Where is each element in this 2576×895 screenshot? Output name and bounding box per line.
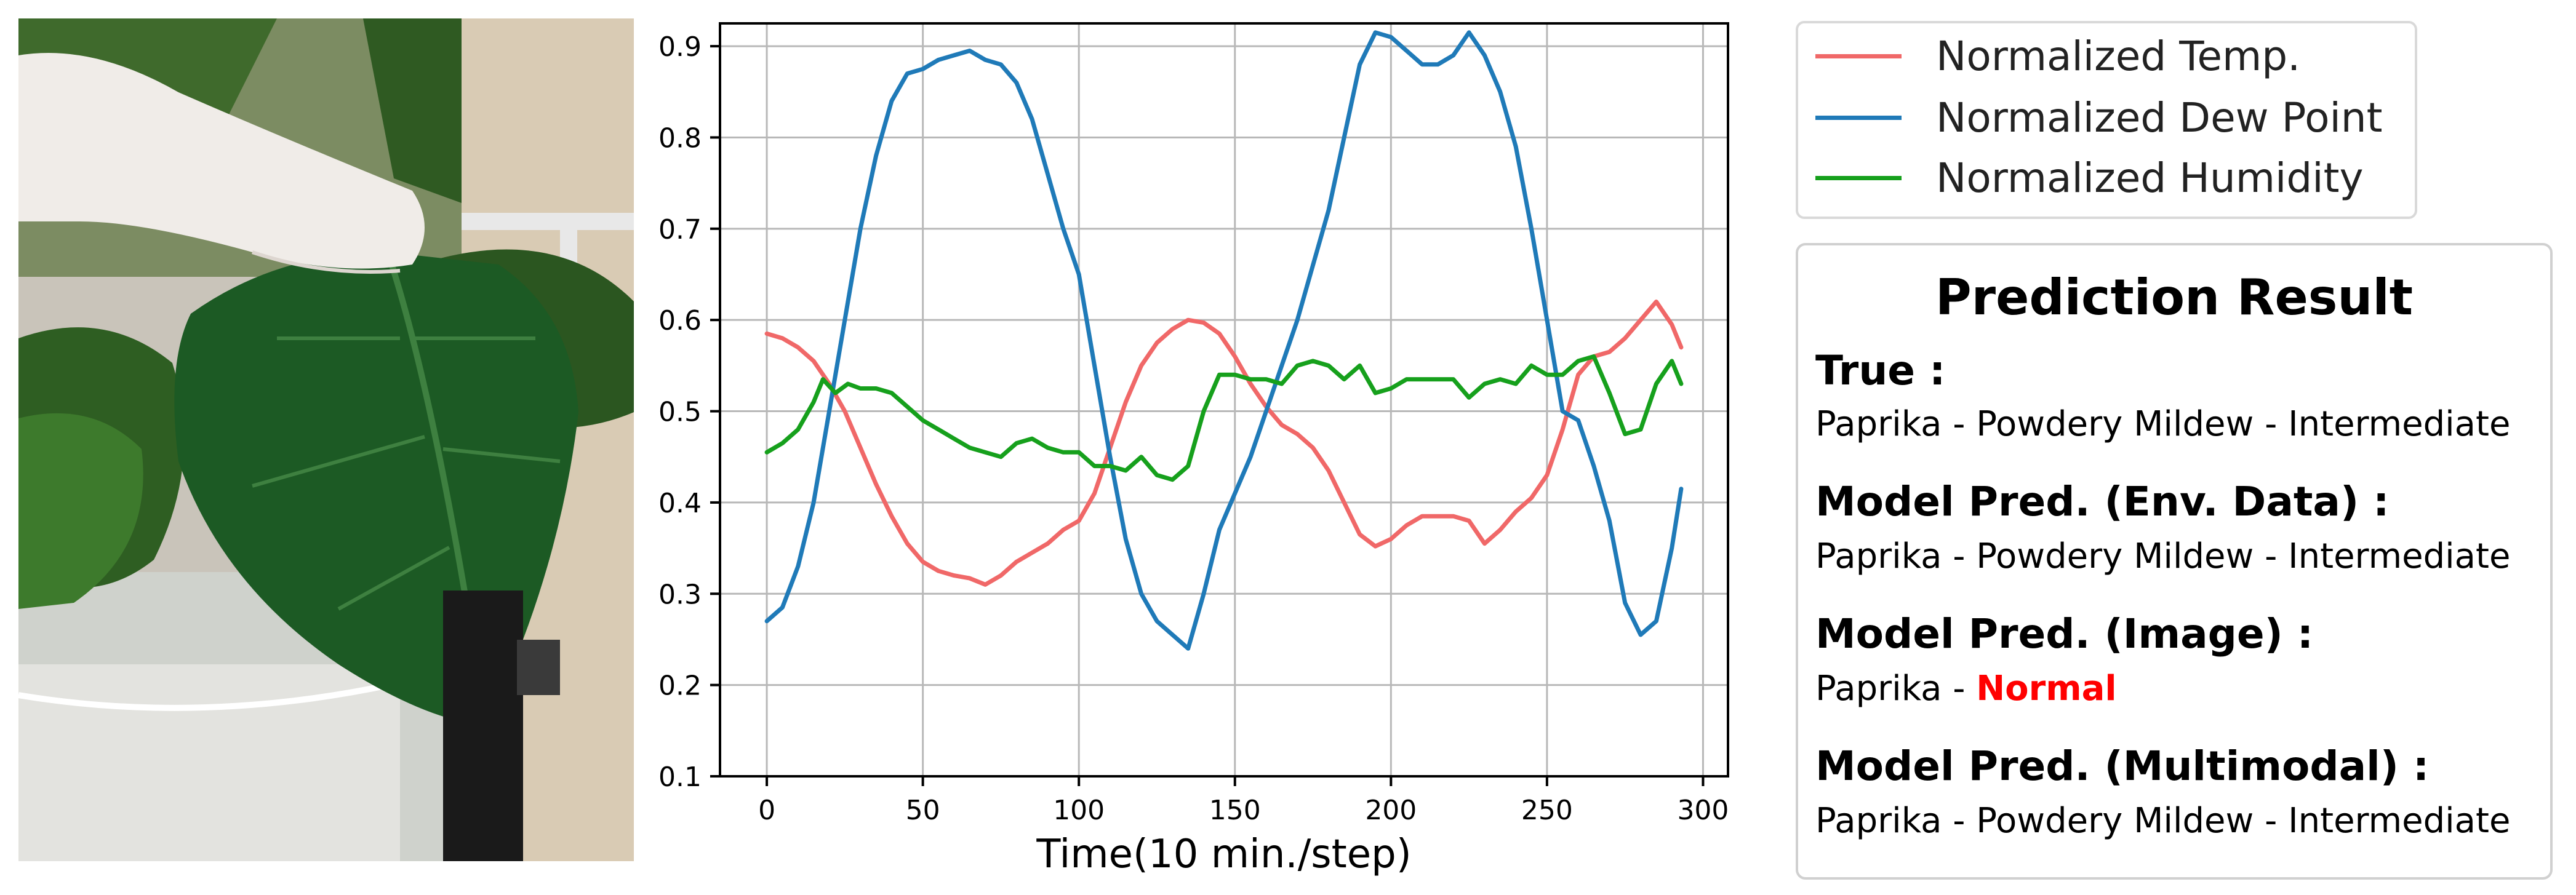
x-tick-label: 50 — [906, 795, 940, 826]
x-tick-label: 300 — [1677, 795, 1729, 826]
env-pred-heading: Model Pred. (Env. Data) : — [1815, 478, 2390, 525]
y-tick-label: 0.4 — [658, 488, 702, 519]
y-tick-label: 0.8 — [658, 122, 702, 154]
legend-label-humidity: Normalized Humidity — [1936, 154, 2364, 202]
legend-swatch-temp — [1815, 54, 1902, 58]
legend-swatch-dew-point — [1815, 115, 1902, 120]
leaf-photo — [18, 18, 634, 861]
legend-item-dew-point: Normalized Dew Point — [1815, 90, 2383, 145]
line-chart: 0 50 100 150 200 250 300 0.1 0.2 0.3 0.4 0.5 0.6 0.7 0… — [658, 22, 1729, 877]
image-pred-value-prefix: Paprika - — [1815, 669, 1977, 709]
y-tick-label: 0.3 — [658, 579, 702, 610]
x-tick-label: 250 — [1521, 795, 1573, 826]
prediction-result-panel: Prediction Result True : Paprika - Powde… — [1796, 243, 2553, 880]
multimodal-pred-heading: Model Pred. (Multimodal) : — [1815, 742, 2430, 790]
multimodal-pred-value: Paprika - Powdery Mildew - Intermediate — [1815, 801, 2511, 841]
plot-frame — [719, 22, 1729, 778]
true-label-heading: True : — [1815, 347, 1946, 394]
x-tick-label: 0 — [758, 795, 775, 826]
y-tick-label: 0.7 — [658, 214, 702, 245]
y-tick-label: 0.9 — [658, 31, 702, 63]
legend-item-temp: Normalized Temp. — [1815, 28, 2300, 84]
true-label-value: Paprika - Powdery Mildew - Intermediate — [1815, 404, 2511, 444]
y-tick-label: 0.5 — [658, 397, 702, 428]
legend-label-dew-point: Normalized Dew Point — [1936, 93, 2383, 141]
x-axis-label: Time(10 min./step) — [1036, 832, 1411, 877]
chart-legend: Normalized Temp. Normalized Dew Point No… — [1796, 21, 2417, 219]
y-tick-label: 0.6 — [658, 305, 702, 336]
legend-label-temp: Normalized Temp. — [1936, 32, 2301, 80]
series-line-dew-point — [764, 30, 1684, 651]
legend-item-humidity: Normalized Humidity — [1815, 150, 2364, 205]
series-line-temp — [764, 300, 1684, 587]
x-tick-label: 150 — [1209, 795, 1261, 826]
x-tick-label: 100 — [1053, 795, 1105, 826]
series-line-humidity — [764, 354, 1684, 482]
x-tick-label: 200 — [1365, 795, 1417, 826]
y-tick-label: 0.1 — [658, 762, 702, 793]
y-tick-label: 0.2 — [658, 670, 702, 702]
image-pred-value: Paprika - Normal — [1815, 669, 2117, 709]
image-pred-heading: Model Pred. (Image) : — [1815, 610, 2314, 658]
prediction-title: Prediction Result — [1935, 269, 2413, 326]
legend-swatch-humidity — [1815, 175, 1902, 180]
image-pred-highlight: Normal — [1976, 669, 2117, 709]
leaf-photo-image — [18, 18, 634, 861]
env-pred-value: Paprika - Powdery Mildew - Intermediate — [1815, 536, 2511, 576]
